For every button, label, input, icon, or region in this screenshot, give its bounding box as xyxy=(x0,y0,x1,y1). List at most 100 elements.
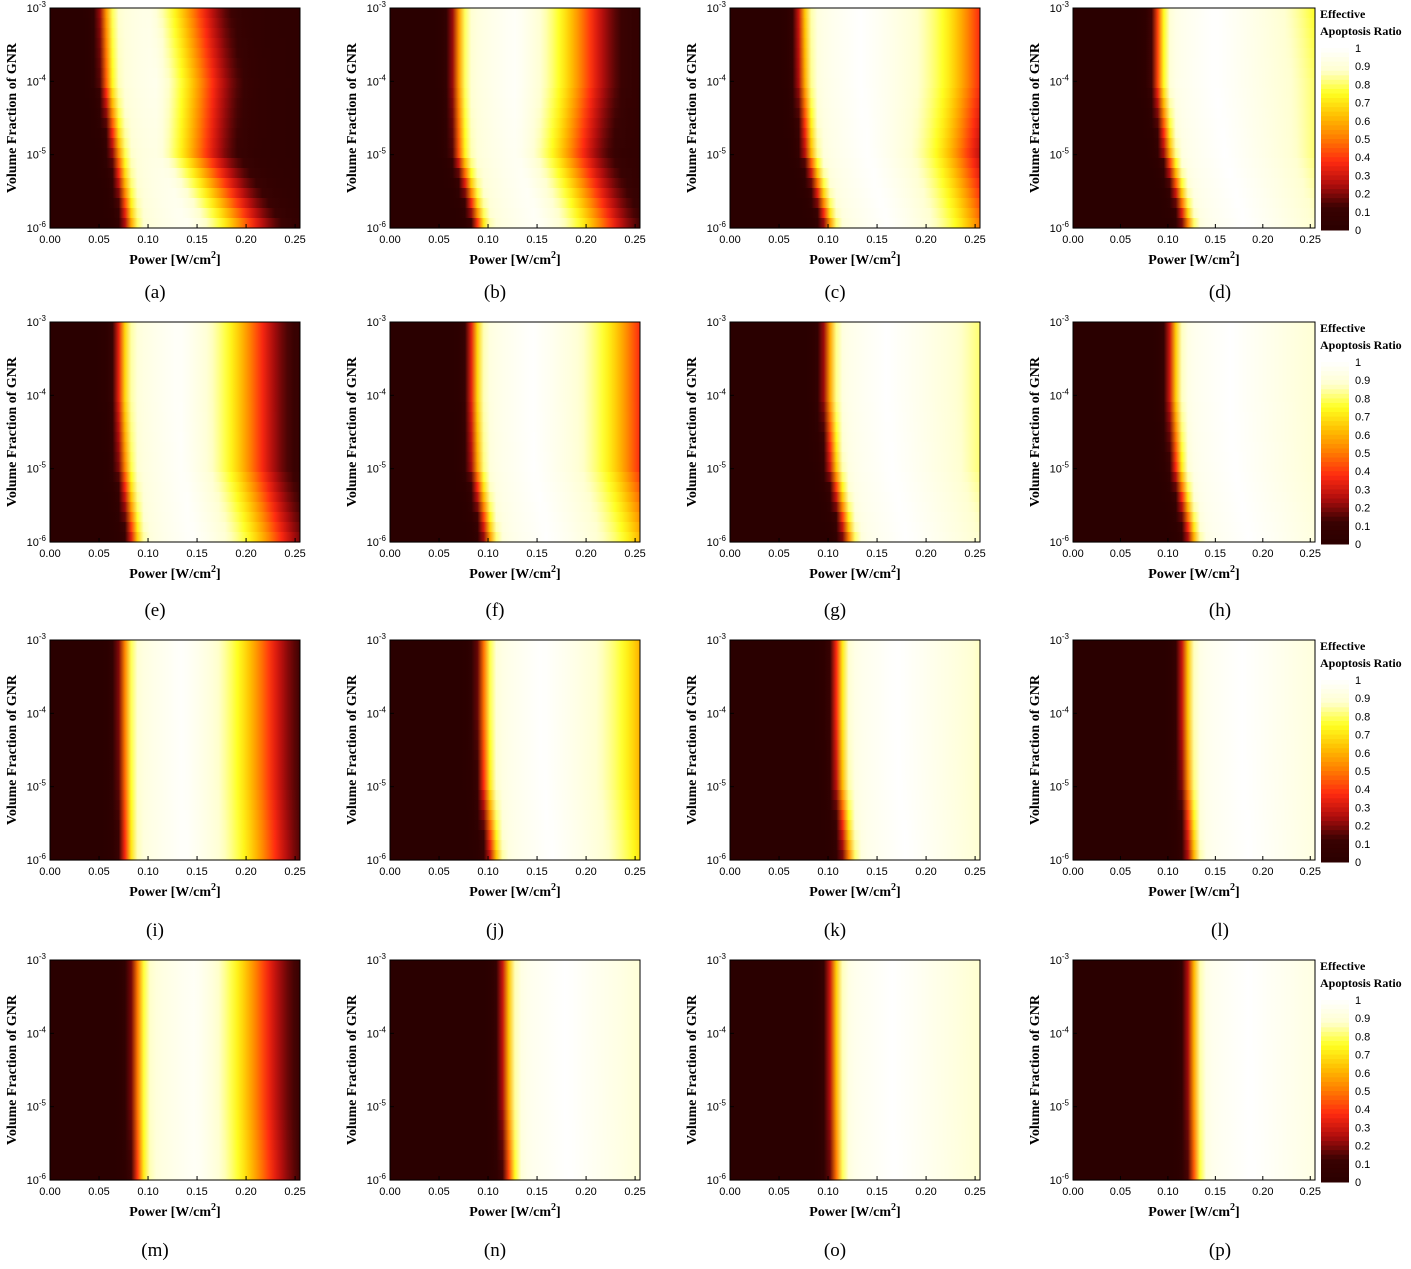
heatmap-strip xyxy=(730,1060,980,1071)
x-tick-label: 0.05 xyxy=(428,866,449,878)
colorbar-swatch xyxy=(1321,1154,1349,1160)
colorbar-tick-label: 1 xyxy=(1355,357,1361,369)
y-axis-label: Volume Fraction of GNR xyxy=(685,356,700,507)
colorbar-swatch xyxy=(1321,439,1349,445)
x-tick-label: 0.05 xyxy=(1110,548,1131,560)
heatmap-strip xyxy=(390,158,640,169)
x-axis-label: Power [W/cm2] xyxy=(129,882,220,900)
colorbar-swatch xyxy=(1321,371,1349,377)
heatmap-strip xyxy=(390,810,640,821)
heatmap-strip xyxy=(390,850,640,861)
x-tick-label: 0.00 xyxy=(1062,548,1083,560)
colorbar-swatch xyxy=(1321,412,1349,418)
colorbar-swatch xyxy=(1321,1031,1349,1037)
heatmap-strip xyxy=(730,820,980,831)
colorbar-swatch xyxy=(1321,66,1349,72)
plot-frame xyxy=(1072,321,1316,543)
x-tick-label: 0.10 xyxy=(1157,1186,1178,1198)
heatmap-strip xyxy=(390,98,640,109)
heatmap-strip xyxy=(730,18,980,29)
heatmap-strip xyxy=(1073,402,1315,413)
panel-letter: (a) xyxy=(144,282,165,303)
heatmap-strip xyxy=(390,382,640,393)
heatmap-strip xyxy=(730,382,980,393)
x-tick-label: 0.15 xyxy=(1205,548,1226,560)
heatmap-strip xyxy=(390,1030,640,1041)
y-tick-label: 10-4 xyxy=(1050,387,1070,402)
plot-frame xyxy=(49,639,301,861)
colorbar-swatch xyxy=(1321,184,1349,190)
y-tick-label: 10-6 xyxy=(1050,1172,1070,1187)
colorbar-swatch xyxy=(1321,375,1349,381)
plot-frame xyxy=(1072,7,1316,229)
plot-frame xyxy=(1072,639,1316,861)
y-tick-label: 10-3 xyxy=(27,632,47,647)
heatmap-strip xyxy=(1073,18,1315,29)
heatmap-strip xyxy=(50,1050,300,1061)
heatmap-strip xyxy=(730,840,980,851)
colorbar-tick-label: 0.1 xyxy=(1355,839,1370,851)
y-axis-label: Volume Fraction of GNR xyxy=(5,674,20,825)
heatmap-strip xyxy=(730,640,980,651)
heatmap-strip xyxy=(1073,1130,1315,1141)
heatmap-strip xyxy=(50,98,300,109)
y-tick-label: 10-3 xyxy=(1050,952,1070,967)
panel-g: 0.00 0.05 0.10 0.15 0.20 0.25 10-3 10-4 10-5 10-6… xyxy=(685,314,986,621)
heatmap-strip xyxy=(390,680,640,691)
y-tick-label: 10-5 xyxy=(1050,147,1070,162)
heatmap-strip xyxy=(50,750,300,761)
heatmap-strip xyxy=(390,372,640,383)
heatmap-strip xyxy=(390,670,640,681)
colorbar-swatch xyxy=(1321,170,1349,176)
heatmap-strip xyxy=(50,492,300,503)
heatmap-strip xyxy=(1073,1160,1315,1171)
heatmap-strip xyxy=(390,462,640,473)
y-tick-label: 10-6 xyxy=(367,534,387,549)
colorbar-swatch xyxy=(1321,98,1349,104)
heatmap-strip xyxy=(50,138,300,149)
colorbar-swatch xyxy=(1321,134,1349,140)
y-tick-label: 10-6 xyxy=(707,852,727,867)
panel-letter: (l) xyxy=(1211,920,1229,941)
x-tick-label: 0.05 xyxy=(88,234,109,246)
heatmap-strip xyxy=(1073,770,1315,781)
heatmap-strip xyxy=(50,512,300,523)
heatmap-strip xyxy=(50,670,300,681)
heatmap-strip xyxy=(390,1110,640,1121)
heatmap-strip xyxy=(730,188,980,199)
heatmap-strip xyxy=(50,1030,300,1041)
x-tick-label: 0.05 xyxy=(88,1186,109,1198)
x-tick-label: 0.00 xyxy=(1062,866,1083,878)
colorbar: Effective Apoptosis Ratio 1 0.9 0.8 0.7 0.6 0.5… xyxy=(1320,639,1402,869)
heatmap-strip xyxy=(390,412,640,423)
colorbar-swatch xyxy=(1321,716,1349,722)
y-tick-label: 10-4 xyxy=(367,73,387,88)
heatmap-strip xyxy=(50,68,300,79)
panel-j: 0.00 0.05 0.10 0.15 0.20 0.25 10-3 10-4 10-5 10-6… xyxy=(345,632,646,941)
colorbar-tick-label: 0.6 xyxy=(1355,748,1370,760)
x-tick-label: 0.20 xyxy=(575,1186,596,1198)
colorbar-tick-label: 0.9 xyxy=(1355,1013,1370,1025)
x-tick-label: 0.25 xyxy=(964,1186,985,1198)
x-tick-label: 0.15 xyxy=(186,1186,207,1198)
colorbar-swatch xyxy=(1321,1072,1349,1078)
heatmap-strip xyxy=(730,342,980,353)
x-tick-label: 0.20 xyxy=(1252,866,1273,878)
heatmap-strip xyxy=(1073,158,1315,169)
heatmap-strip xyxy=(1073,58,1315,69)
y-tick-label: 10-6 xyxy=(367,1172,387,1187)
x-tick-label: 0.15 xyxy=(866,548,887,560)
x-tick-label: 0.05 xyxy=(88,548,109,560)
plot-frame xyxy=(729,639,981,861)
x-tick-label: 0.05 xyxy=(428,234,449,246)
heatmap-strip xyxy=(730,48,980,59)
heatmap-strip xyxy=(50,1150,300,1161)
heatmap-strip xyxy=(730,1050,980,1061)
heatmap-strip xyxy=(1073,452,1315,463)
heatmap-strip xyxy=(1073,840,1315,851)
heatmap-strip xyxy=(730,412,980,423)
heatmap-strip xyxy=(1073,382,1315,393)
y-tick-label: 10-3 xyxy=(707,314,727,329)
x-tick-label: 0.00 xyxy=(379,548,400,560)
heatmap-strip xyxy=(1073,980,1315,991)
